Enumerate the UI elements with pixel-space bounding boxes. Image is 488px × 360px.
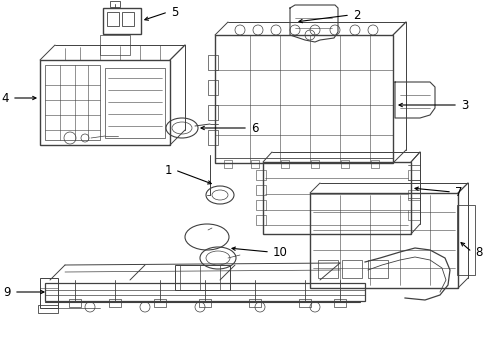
Text: 2: 2: [352, 9, 360, 22]
Bar: [298, 299, 310, 307]
Text: 9: 9: [3, 285, 11, 298]
Text: 8: 8: [474, 246, 481, 258]
Bar: [215, 35, 392, 163]
Bar: [407, 190, 419, 200]
Bar: [207, 80, 218, 95]
Bar: [317, 260, 337, 278]
Bar: [207, 55, 218, 70]
Bar: [45, 65, 100, 140]
Bar: [38, 305, 58, 313]
Bar: [256, 185, 265, 195]
Bar: [256, 200, 265, 210]
Text: 5: 5: [171, 5, 178, 18]
Bar: [109, 299, 121, 307]
Bar: [154, 299, 165, 307]
Bar: [175, 265, 229, 290]
Bar: [100, 35, 130, 55]
Bar: [40, 278, 58, 308]
Bar: [103, 8, 141, 34]
Bar: [224, 160, 231, 168]
Bar: [333, 299, 346, 307]
Bar: [310, 160, 318, 168]
Bar: [256, 170, 265, 180]
Bar: [263, 162, 410, 234]
Bar: [370, 160, 378, 168]
Bar: [281, 160, 288, 168]
Text: 4: 4: [1, 91, 9, 104]
Bar: [107, 12, 119, 26]
Text: 6: 6: [250, 122, 258, 135]
Bar: [40, 60, 170, 145]
Text: 3: 3: [460, 99, 468, 112]
Bar: [207, 130, 218, 145]
Bar: [199, 299, 210, 307]
Bar: [69, 299, 81, 307]
Bar: [456, 205, 474, 275]
Bar: [407, 170, 419, 180]
Bar: [309, 193, 457, 288]
Bar: [45, 283, 364, 301]
Bar: [250, 160, 259, 168]
Bar: [340, 160, 348, 168]
Text: 7: 7: [454, 185, 462, 198]
Text: 10: 10: [272, 246, 287, 258]
Bar: [341, 260, 361, 278]
Bar: [256, 215, 265, 225]
Bar: [407, 210, 419, 220]
Text: 1: 1: [164, 163, 172, 176]
Bar: [122, 12, 134, 26]
Bar: [207, 105, 218, 120]
Bar: [248, 299, 261, 307]
Bar: [110, 1, 120, 7]
Bar: [367, 260, 387, 278]
Bar: [105, 68, 164, 138]
